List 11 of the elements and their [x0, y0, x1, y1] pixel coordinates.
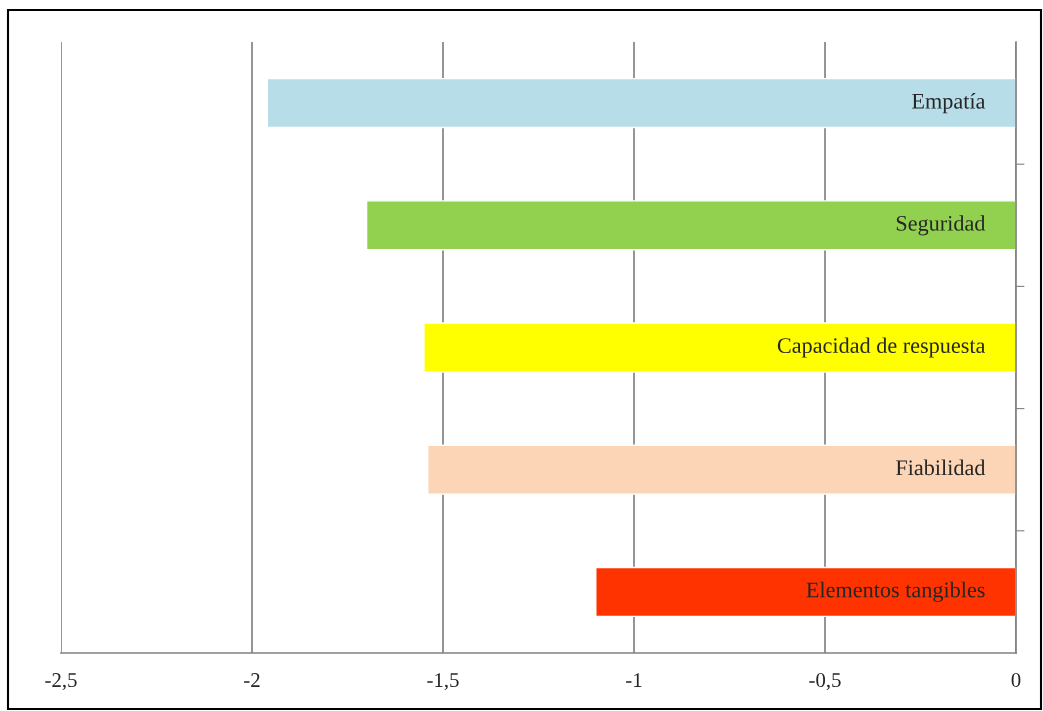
x-tick-label: 0 — [1011, 673, 1021, 688]
y-tick-label: Capacidad de respuesta — [777, 337, 986, 358]
x-tick-label: -1,5 — [427, 673, 459, 691]
x-tick-label: -2,5 — [45, 673, 77, 691]
y-tick-label: Seguridad — [896, 215, 986, 236]
x-tick-label: -2 — [244, 673, 260, 687]
y-tick-label: Empatía — [912, 93, 986, 114]
y-tick-label: Elementos tangibles — [806, 581, 985, 603]
x-tick-label: -0,5 — [809, 673, 841, 691]
x-tick-label: -1 — [626, 673, 642, 687]
y-tick-label: Fiabilidad — [895, 459, 986, 476]
